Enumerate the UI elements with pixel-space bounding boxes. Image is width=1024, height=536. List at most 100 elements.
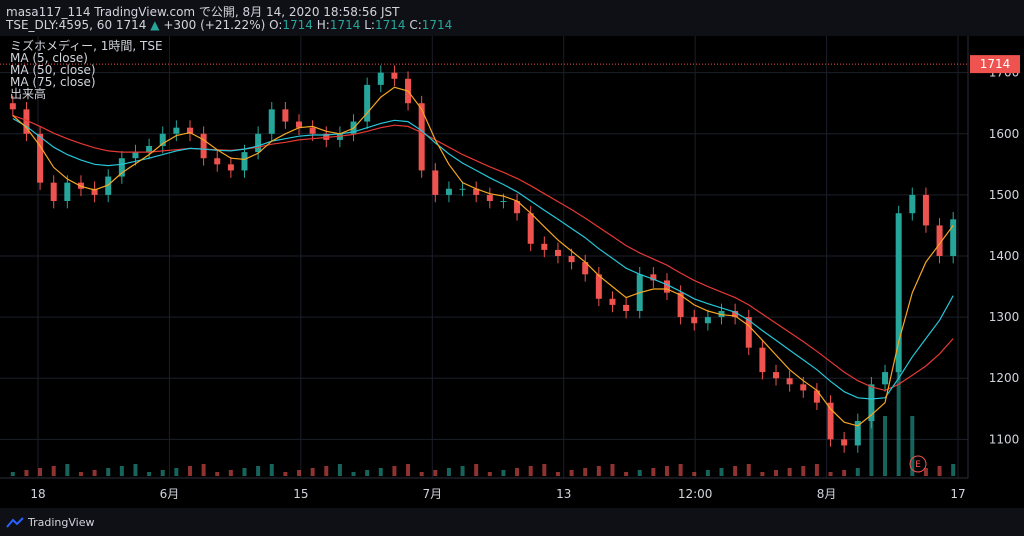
candle (909, 194, 916, 214)
candle (486, 194, 493, 201)
price-axis[interactable]: 11001200130014001500160017001714 (967, 36, 1020, 478)
candle (514, 201, 521, 214)
volume-bar (256, 466, 261, 476)
volume-bar (651, 468, 656, 476)
tradingview-brand[interactable]: TradingView (6, 516, 94, 529)
candle (554, 249, 561, 256)
volume-bar (814, 464, 819, 476)
earnings-marker-icon (909, 455, 927, 473)
volume-bar (951, 464, 956, 476)
earnings-marker-label: E (915, 460, 921, 470)
time-axis[interactable]: 18 6月 15 7月 13 12:00 8月 17 (0, 477, 968, 501)
chart-canvas[interactable]: E 11001200130014001500160017001714 186月1… (0, 36, 1024, 506)
volume-bar (147, 472, 152, 476)
candle (922, 194, 929, 226)
volume-bar (119, 466, 124, 476)
volume-bar (65, 464, 70, 476)
candle (759, 347, 766, 373)
candle (704, 317, 711, 324)
candle (200, 133, 207, 159)
volume-bar (487, 472, 492, 476)
volume-bar (269, 464, 274, 476)
candle (146, 146, 153, 153)
candle (718, 311, 725, 318)
legend-title: ミズホメディー, 1時間, TSE (10, 39, 163, 53)
candle (459, 188, 466, 190)
time-tick-label: 15 (293, 487, 308, 501)
volume-bar (719, 468, 724, 476)
price-chart[interactable]: E 11001200130014001500160017001714 186月1… (0, 36, 1024, 506)
candle (623, 304, 630, 311)
volume-bar (392, 466, 397, 476)
volume-bar (896, 366, 901, 476)
legend-volume[interactable]: 出来高 (10, 87, 47, 101)
candle (854, 421, 861, 446)
candle (677, 292, 684, 318)
volume-bar (733, 466, 738, 476)
chart-header: masa117_114 TradingView.com で公開, 8月 14, … (0, 0, 1024, 36)
volume-bar (760, 472, 765, 476)
candle (377, 72, 384, 85)
volume-bar (678, 464, 683, 476)
ma5-line (12, 86, 954, 427)
symbol-info: TSE_DLY:4595, 60 1714 ▲ +300 (+21.22%) O… (6, 18, 452, 32)
volume-bar (365, 470, 370, 476)
candle (268, 109, 275, 134)
price-tick-label: 1500 (989, 188, 1020, 202)
candle (936, 225, 943, 256)
volume-bar (501, 470, 506, 476)
candle (336, 133, 343, 140)
ohlc-close-label: C: (409, 18, 422, 32)
volume-bar (337, 464, 342, 476)
volume-bar (78, 472, 83, 476)
candle (691, 317, 698, 324)
ohlc-low-value: 1714 (374, 18, 406, 32)
chart-legend: ミズホメディー, 1時間, TSE MA (5, close) MA (50, … (10, 40, 163, 100)
footer: TradingView (0, 508, 1024, 536)
candle (473, 188, 480, 195)
volume-bar (474, 464, 479, 476)
time-tick-label: 6月 (160, 487, 180, 501)
candle (432, 170, 439, 195)
candle (186, 127, 193, 134)
ohlc-high-value: 1714 (329, 18, 361, 32)
price-tick-label: 1200 (989, 371, 1020, 385)
volume-bar (406, 464, 411, 476)
candle (663, 280, 670, 293)
volume-bar (692, 472, 697, 476)
candle (50, 182, 57, 201)
legend-ma5[interactable]: MA (5, close) (10, 51, 88, 65)
candle (91, 188, 98, 195)
time-tick-label: 12:00 (678, 487, 713, 501)
price-tick-label: 1300 (989, 310, 1020, 324)
volume-bar (10, 472, 15, 476)
candle (595, 274, 602, 299)
candle (296, 121, 303, 128)
legend-ma50[interactable]: MA (50, close) (10, 63, 96, 77)
candle (582, 262, 589, 275)
volume-bar (746, 464, 751, 476)
time-tick-label: 13 (556, 487, 571, 501)
candle (786, 378, 793, 385)
volume-bar (446, 468, 451, 476)
volume-bar (228, 470, 233, 476)
volume-bar (433, 470, 438, 476)
volume-bar (883, 416, 888, 476)
symbol-label: TSE_DLY:4595, 60 1714 (6, 18, 147, 32)
brand-label: TradingView (28, 516, 95, 529)
last-price-badge (970, 55, 1020, 74)
volume-bar (624, 472, 629, 476)
ohlc-open-value: 1714 (282, 18, 313, 32)
candle (418, 103, 425, 171)
candle (827, 402, 834, 440)
volume-bar (24, 470, 29, 476)
candle (527, 213, 534, 244)
moving-averages (12, 86, 954, 427)
publish-info: masa117_114 TradingView.com で公開, 8月 14, … (6, 5, 400, 19)
volume-bar (705, 470, 710, 476)
volume-bar (923, 468, 928, 476)
candle (773, 372, 780, 379)
legend-ma75[interactable]: MA (75, close) (10, 75, 96, 89)
candle (173, 127, 180, 134)
volume-bar (297, 470, 302, 476)
